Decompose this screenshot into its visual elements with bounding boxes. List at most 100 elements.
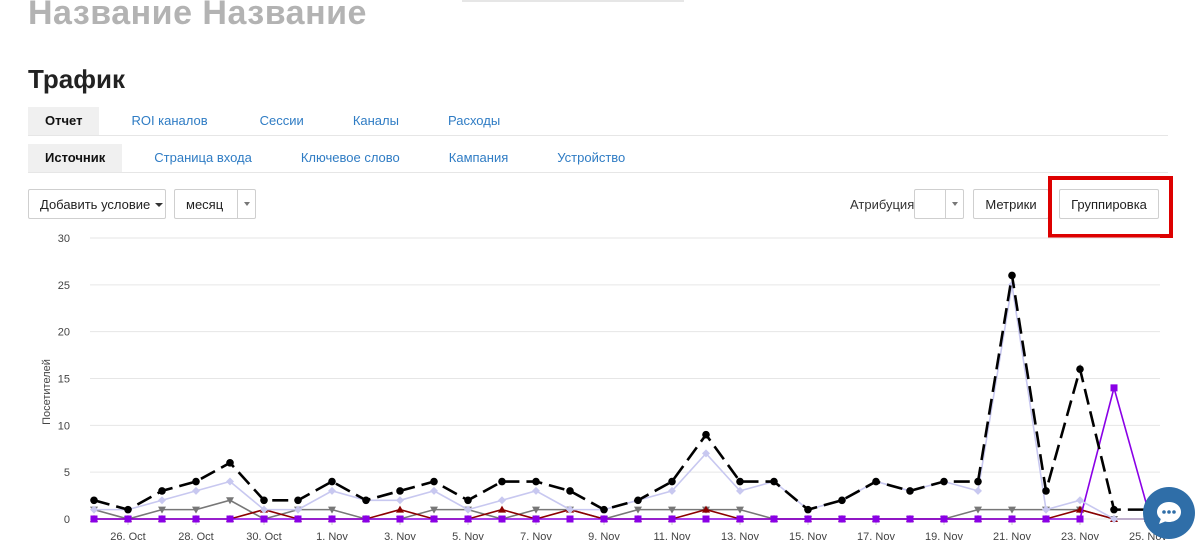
data-point [634,506,642,514]
data-point [906,487,914,495]
metrics-button[interactable]: Метрики [973,189,1049,219]
data-point [668,506,676,514]
data-point [532,506,540,514]
data-point [566,515,574,523]
data-point [328,477,336,486]
period-select-arrow [237,190,255,218]
attribution-select[interactable] [914,189,964,219]
data-point [974,515,982,523]
tab-keyword[interactable]: Ключевое слово [300,150,400,165]
series-4 [90,384,1152,523]
tab-expenses[interactable]: Расходы [447,113,501,128]
data-point [532,515,540,523]
data-point [498,505,506,513]
tab-campaign[interactable]: Кампания [448,150,509,165]
tab-landing-page[interactable]: Страница входа [154,150,252,165]
x-tick-label: 30. Oct [246,531,281,543]
page-title: Название Название [28,0,367,32]
data-point [192,515,200,523]
add-condition-button[interactable]: Добавить условие [28,189,166,219]
x-tick-label: 5. Nov [452,531,484,543]
data-point [328,506,336,514]
chart-y-axis-label: Посетителей [41,359,53,425]
x-tick-label: 9. Nov [588,531,620,543]
data-point [600,515,608,523]
data-point [770,477,778,486]
data-point [872,477,880,486]
x-tick-label: 7. Nov [520,531,552,543]
data-point [226,477,234,486]
data-point [498,496,506,505]
data-point [396,505,404,513]
data-point [158,487,166,495]
data-point [1076,365,1084,373]
data-point [328,486,336,495]
series-0 [90,271,1152,514]
x-tick-label: 28. Oct [178,531,213,543]
chat-button[interactable] [1143,487,1195,539]
series-line [93,275,1148,512]
x-tick-label: 26. Oct [110,531,145,543]
y-tick-label: 5 [64,467,70,479]
data-point [532,486,540,495]
y-tick-label: 15 [58,374,70,386]
report-tabs: Отчет ROI каналов Сессии Каналы Расходы [28,107,1168,136]
grouping-button[interactable]: Группировка [1059,189,1159,219]
data-point [90,505,98,514]
data-point [702,449,710,458]
tab-report[interactable]: Отчет [28,107,100,135]
data-point [1042,487,1050,495]
data-point [702,515,710,523]
data-point [1110,515,1118,523]
x-tick-label: 15. Nov [789,531,827,543]
data-point [430,477,438,486]
data-point [192,506,200,514]
data-point [736,506,744,514]
x-tick-label: 1. Nov [316,531,348,543]
data-point [906,515,914,523]
period-select[interactable]: месяц [174,189,256,219]
series-line [94,384,1149,520]
data-point [498,515,506,523]
chart-y-ticks: 0 5 10 15 20 25 30 [58,233,70,526]
data-point [940,477,948,486]
chart-series [90,271,1152,523]
data-point [260,496,268,505]
data-point [940,515,948,523]
tab-sessions[interactable]: Сессии [259,113,304,128]
data-point [736,486,744,495]
traffic-chart: 0 5 10 15 20 25 30 26. Oct 28. Oct 30. Oct 1. Nov… [41,233,1167,543]
y-tick-label: 20 [58,327,70,339]
data-point [1076,515,1084,523]
data-point [974,486,982,495]
tab-roi-channels[interactable]: ROI каналов [131,113,208,128]
section-title: Трафик [28,64,125,94]
data-point [464,496,472,505]
metrics-button-label: Метрики [985,196,1037,212]
data-point [226,497,234,505]
x-tick-label: 11. Nov [653,531,691,543]
x-tick-label: 17. Nov [857,531,895,543]
data-point [974,506,982,514]
data-point [1008,506,1016,514]
data-point [464,505,472,514]
y-tick-label: 30 [58,233,70,245]
data-point [430,486,438,495]
data-point [294,515,302,523]
data-point [396,487,404,495]
data-point [260,505,268,514]
data-point [158,506,166,514]
data-point [1110,505,1118,514]
data-point [294,496,302,505]
tab-device[interactable]: Устройство [557,150,626,165]
tab-channels[interactable]: Каналы [352,113,399,128]
chart-grid [90,237,1160,520]
dimension-tabs: Источник Страница входа Ключевое слово К… [28,144,1168,173]
add-condition-label: Добавить условие [40,196,151,212]
tab-source[interactable]: Источник [28,144,123,172]
data-point [158,496,166,505]
data-point [362,515,370,523]
data-point [260,515,268,523]
data-point [294,505,302,514]
data-point [90,496,98,505]
